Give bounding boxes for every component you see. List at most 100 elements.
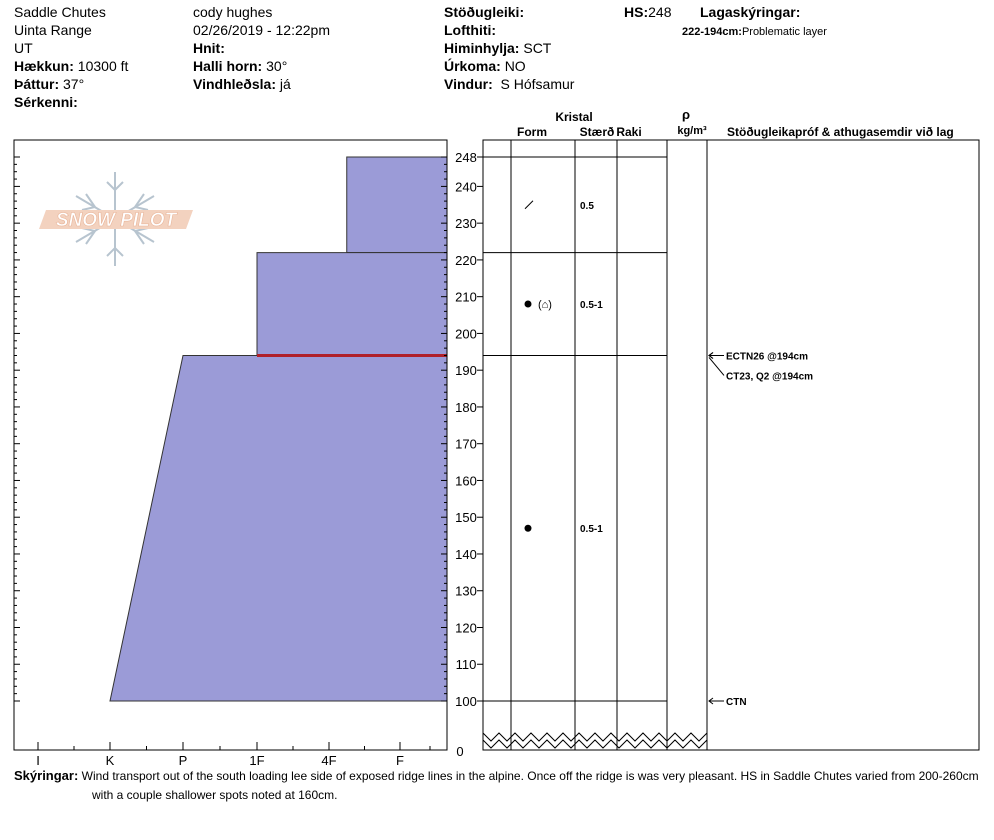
- hardness-layer-2: [256, 252, 448, 356]
- depth-label-zero: 0: [456, 744, 463, 759]
- hardness-label-1F: 1F: [249, 753, 264, 768]
- comments: Skýringar: Wind transport out of the sou…: [14, 766, 989, 805]
- layer-table: [482, 140, 708, 750]
- test-leader-1: [708, 357, 725, 376]
- grain-size-3: 0.5-1: [580, 524, 603, 535]
- hardness-label-4F: 4F: [321, 753, 336, 768]
- elevation-row: Hækkun: 10300 ft: [14, 57, 128, 75]
- hardness-layer-1: [346, 156, 448, 254]
- observation-datetime: 02/26/2019 - 12:22pm: [193, 22, 330, 38]
- depth-label-180: 180: [455, 400, 477, 415]
- depth-label-210: 210: [455, 290, 477, 305]
- wind-label: Vindur:: [444, 76, 493, 92]
- elevation-value: 10300 ft: [77, 58, 129, 74]
- wind-loading-row: Vindhleðsla: já: [193, 75, 291, 93]
- hs-row: HS:248: [624, 3, 671, 21]
- depth-label-130: 130: [455, 584, 477, 599]
- depth-label-220: 220: [455, 253, 477, 268]
- test-label-2: CTN: [726, 697, 747, 708]
- precip-row: Úrkoma: NO: [444, 57, 526, 75]
- hardness-label-I: I: [36, 753, 40, 768]
- problem-note: 222-194cm:Problematic layer: [682, 23, 827, 41]
- depth-label-170: 170: [455, 437, 477, 452]
- form-rounded-icon: [524, 300, 532, 308]
- coords-label: Hnit:: [193, 40, 225, 56]
- depth-label-160: 160: [455, 473, 477, 488]
- rho-header: ρ: [682, 107, 690, 122]
- depth-break-bottom: [482, 739, 708, 749]
- precip-label: Úrkoma:: [444, 58, 501, 74]
- depth-label-230: 230: [455, 216, 477, 231]
- tests-header: Stöðugleikapróf & athugasemdir við lag: [727, 125, 954, 139]
- size-header: Stærð: [580, 125, 615, 139]
- sky-value: SCT: [523, 40, 552, 56]
- hardness-axis: I K P 1F 4F F: [36, 742, 431, 768]
- wind-value: S Hófsamur: [500, 76, 575, 92]
- air-temp-row: Lofthiti:: [444, 21, 496, 39]
- depth-label-190: 190: [455, 363, 477, 378]
- depth-label-120: 120: [455, 620, 477, 635]
- stability-tests: ECTN26 @194cm CT23, Q2 @194cm CTN: [708, 351, 813, 708]
- hardness-label-K: K: [106, 753, 115, 768]
- stability-row: Stöðugleiki:: [444, 3, 524, 21]
- depth-label-110: 110: [456, 657, 477, 672]
- wind-row: Vindur: S Hófsamur: [444, 75, 574, 93]
- logo-text: SNOW PILOT: [56, 210, 178, 231]
- wind-loading-label: Vindhleðsla:: [193, 76, 276, 92]
- crystal-header: Kristal: [555, 110, 592, 124]
- range-name: Uinta Range: [14, 22, 92, 38]
- depth-label-248: 248: [455, 150, 477, 165]
- layers-heading: Lagaskýringar:: [700, 3, 800, 21]
- chart-frames: [13, 139, 980, 751]
- location-name: Saddle Chutes: [14, 4, 106, 20]
- features-label: Sérkenni:: [14, 94, 78, 110]
- depth-label-240: 240: [455, 179, 477, 194]
- form-faceted-icon: (⌂): [538, 299, 552, 311]
- test-arrow-icon: [708, 352, 714, 359]
- depth-label-200: 200: [455, 326, 477, 341]
- hs-value: 248: [648, 4, 672, 20]
- depth-label-150: 150: [455, 510, 477, 525]
- aspect-value: 37°: [63, 76, 85, 92]
- elevation-label: Hækkun:: [14, 58, 74, 74]
- test-label-0: ECTN26 @194cm: [726, 351, 808, 362]
- hardness-layer-3: [109, 354, 448, 702]
- comments-line2: with a couple shallower spots noted at 1…: [92, 788, 338, 802]
- hardness-frame: [13, 139, 448, 751]
- aspect-label: Þáttur:: [14, 76, 60, 92]
- problem-text: Problematic layer: [741, 26, 827, 38]
- density-unit-header: kg/m³: [677, 125, 707, 137]
- sky-label: Himinhylja:: [444, 40, 520, 56]
- state-name: UT: [14, 40, 33, 56]
- grain-size-2: 0.5-1: [580, 300, 603, 311]
- precip-value: NO: [504, 58, 526, 74]
- aspect-row: Þáttur: 37°: [14, 75, 84, 93]
- grain-size-1: 0.5: [580, 201, 594, 212]
- wind-loading-value: já: [279, 76, 291, 92]
- comments-line1: Wind transport out of the south loading …: [81, 769, 979, 783]
- depth-axis: 248 240 230 220 210 200 190 180 170 160 150 140 130 1…: [14, 150, 483, 759]
- form-header: Form: [517, 125, 547, 139]
- hardness-label-P: P: [179, 753, 188, 768]
- table-frame: [482, 139, 980, 751]
- form-rounded-icon: [524, 524, 532, 532]
- slope-label: Halli horn:: [193, 58, 263, 74]
- depth-break-top: [482, 732, 708, 742]
- air-temp-label: Lofthiti:: [444, 22, 497, 38]
- problem-range: 222-194cm:: [682, 26, 742, 38]
- sky-row: Himinhylja: SCT: [444, 39, 551, 57]
- slope-value: 30°: [266, 58, 288, 74]
- hs-label: HS:: [624, 4, 649, 20]
- features-row: Sérkenni:: [14, 93, 78, 111]
- snowpilot-logo: SNOW PILOT: [39, 172, 193, 266]
- moisture-header: Raki: [616, 125, 641, 139]
- test-label-1: CT23, Q2 @194cm: [726, 371, 813, 382]
- observer-name: cody hughes: [193, 4, 273, 20]
- form-decomposing-icon: [524, 200, 534, 210]
- layers-label: Lagaskýringar:: [700, 4, 801, 20]
- column-headers: Kristal Form Stærð Raki ρ kg/m³ Stöðugle…: [517, 107, 954, 139]
- hardness-profile: [109, 156, 448, 702]
- hardness-label-F: F: [396, 753, 404, 768]
- stability-label: Stöðugleiki:: [444, 4, 525, 20]
- snow-profile-chart: SNOW PILOT 248 240 230 220 210 200 190 180 170 16…: [13, 107, 980, 768]
